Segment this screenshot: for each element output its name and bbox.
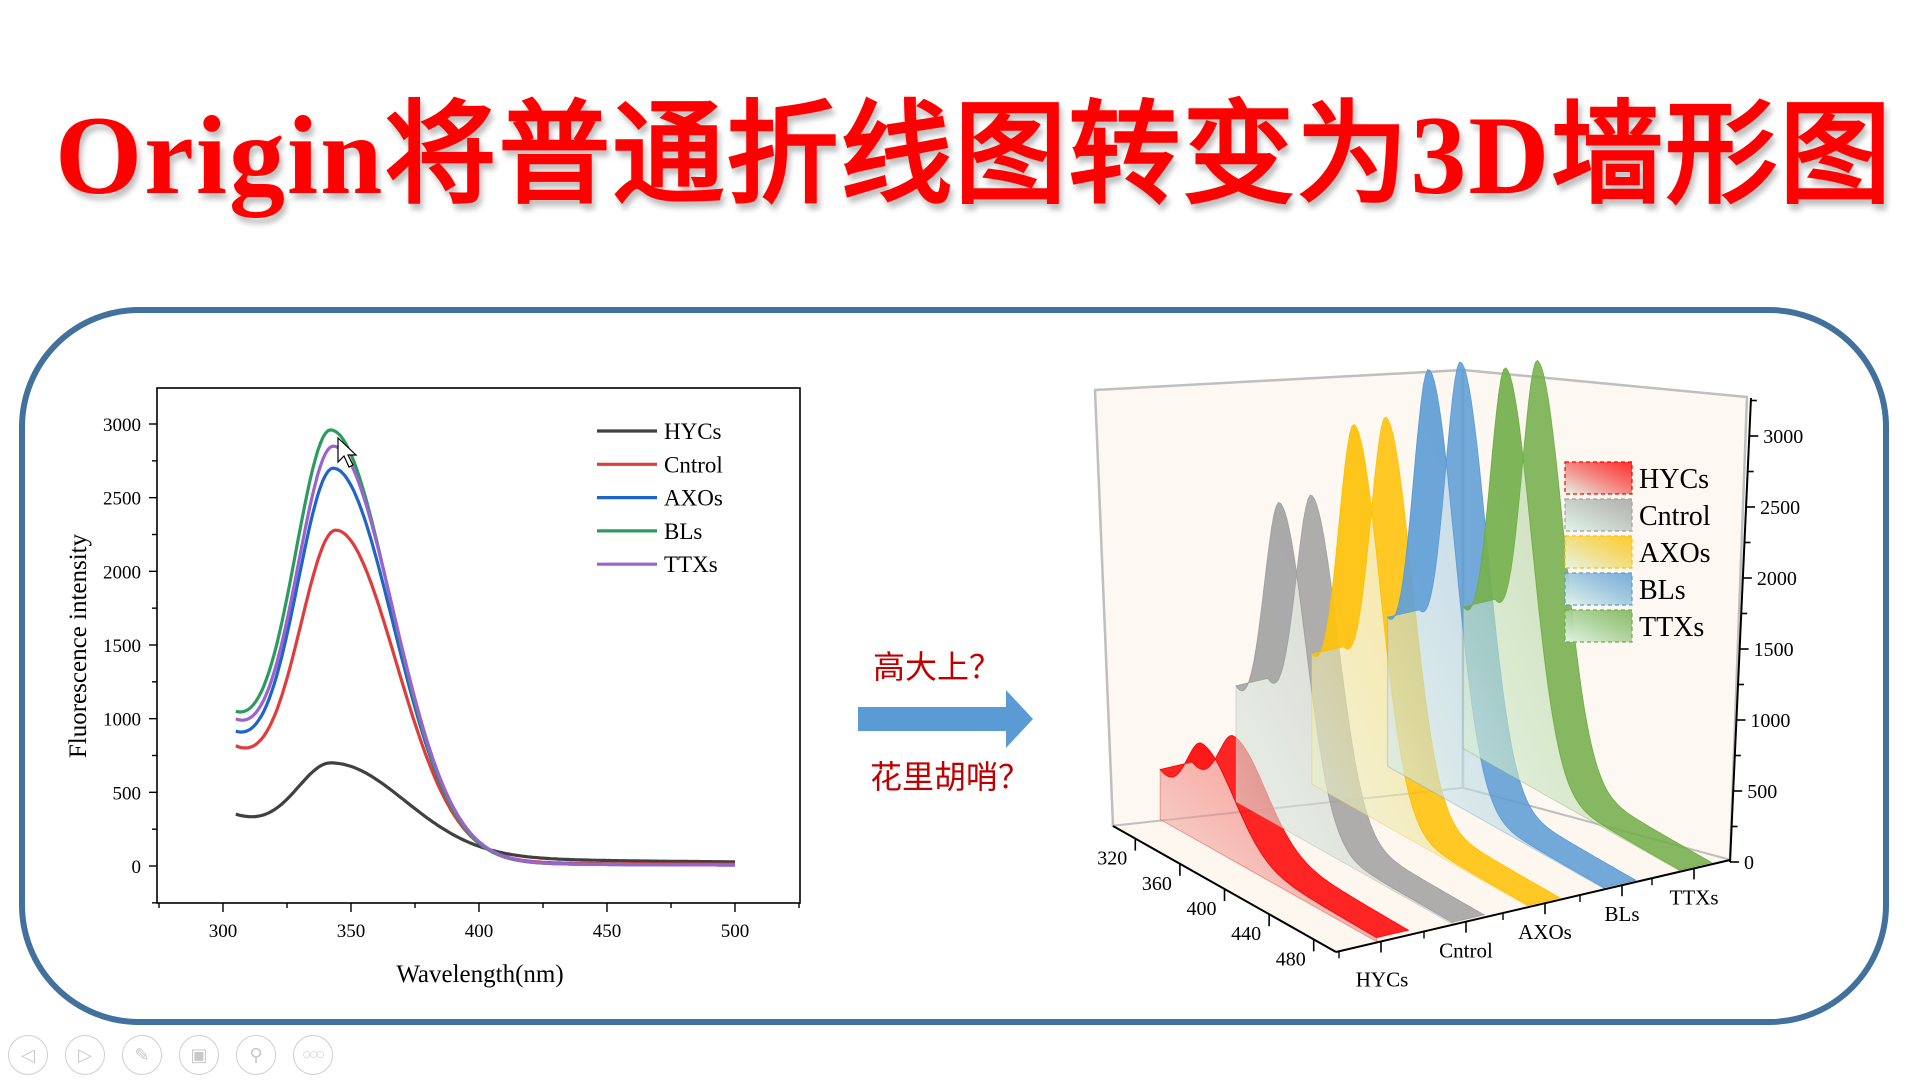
next-slide-button[interactable]: ▷	[65, 1035, 105, 1075]
z-tick-label: 2000	[1757, 568, 1797, 590]
legend-swatch	[1564, 572, 1633, 606]
legend-label: HYCs	[1639, 464, 1709, 495]
x-tick-label: 450	[593, 921, 622, 942]
x-tick-label: 400	[465, 921, 494, 942]
legend-label: AXOs	[664, 486, 723, 511]
series-tick-label: Cntrol	[1439, 939, 1493, 963]
z-tick-label: 2500	[1760, 497, 1800, 519]
x-tick-label: 350	[337, 921, 366, 942]
wavelength-tick-label: 360	[1142, 873, 1172, 895]
wavelength-tick-label: 440	[1231, 923, 1261, 945]
z-tick-label: 0	[1744, 852, 1754, 874]
series-tick-label: AXOs	[1518, 920, 1572, 944]
more-options-icon: ○○○	[302, 1050, 325, 1060]
wavelength-tick-label: 320	[1097, 848, 1127, 870]
series-tick-label: TTXs	[1670, 885, 1719, 909]
series-tick-label: HYCs	[1356, 967, 1409, 991]
legend-label: AXOs	[1639, 538, 1711, 569]
pen-tool-icon: ✎	[134, 1044, 150, 1066]
legend-label: HYCs	[664, 419, 722, 444]
slide-overview-icon: ▣	[190, 1044, 208, 1066]
y-tick-label: 2000	[103, 562, 141, 583]
y-axis: 0 500 1000 1500 2000 2500 3000	[103, 415, 157, 904]
z-tick-label: 500	[1747, 781, 1777, 803]
z-tick-label: 1000	[1750, 710, 1790, 732]
y-tick-label: 0	[132, 857, 142, 878]
legend-swatch	[1564, 535, 1633, 569]
legend-label: TTXs	[1639, 612, 1704, 643]
y-tick-label: 1000	[103, 710, 141, 731]
mouse-cursor-icon	[337, 436, 358, 468]
arrow-right-icon	[858, 690, 1033, 748]
more-options-button[interactable]: ○○○	[293, 1035, 333, 1075]
zoom-button[interactable]: ⚲	[236, 1035, 276, 1075]
x-axis-label: Wavelength(nm)	[396, 961, 563, 988]
previous-slide-icon: ◁	[21, 1044, 35, 1066]
y-tick-label: 2500	[103, 489, 141, 510]
x-axis: 300 350 400 450 500	[158, 903, 800, 942]
legend-swatch	[1564, 498, 1633, 532]
slide-overview-button[interactable]: ▣	[179, 1035, 219, 1075]
legend-label: BLs	[664, 519, 702, 544]
legend-label: BLs	[1639, 575, 1686, 606]
z-tick-label: 3000	[1763, 426, 1803, 448]
3d-legend: HYCs Cntrol AXOs BLs TTXs	[1564, 461, 1711, 643]
z-axis	[1729, 397, 1752, 863]
y-tick-label: 500	[113, 783, 142, 804]
series-tick-label: BLs	[1604, 902, 1639, 926]
slide-title: Origin将普通折线图转变为3D墙形图	[55, 94, 1894, 218]
zoom-icon: ⚲	[249, 1044, 263, 1066]
line-chart-legend: HYCs Cntrol AXOs BLs TTXs	[597, 419, 723, 577]
content-frame	[19, 307, 1889, 1025]
z-tick-label: 1500	[1754, 639, 1794, 661]
y-tick-label: 1500	[103, 636, 141, 657]
question-fancy: 高大上？	[873, 648, 1002, 686]
series-axis	[1335, 859, 1731, 953]
y-axis-label: Fluorescence intensity	[65, 533, 92, 758]
3d-axes: 320 360 400 440 480 HYCs Cntrol AXOs BLs TTXs 0 500…	[1097, 397, 1803, 991]
x-tick-label: 500	[721, 921, 750, 942]
previous-slide-button[interactable]: ◁	[8, 1035, 48, 1075]
legend-label: Cntrol	[664, 452, 723, 477]
legend-swatch	[1564, 609, 1633, 643]
next-slide-icon: ▷	[78, 1044, 92, 1066]
y-tick-label: 3000	[103, 415, 141, 436]
wavelength-tick-label: 480	[1276, 948, 1306, 970]
legend-label: Cntrol	[1639, 501, 1711, 532]
pen-tool-button[interactable]: ✎	[122, 1035, 162, 1075]
series-line-ttxs	[235, 444, 735, 867]
3d-walls	[1159, 359, 1713, 944]
legend-label: TTXs	[664, 552, 718, 577]
x-tick-label: 300	[209, 921, 238, 942]
line-chart-curves	[235, 428, 736, 867]
legend-swatch	[1564, 461, 1633, 495]
wavelength-tick-label: 400	[1187, 898, 1217, 920]
question-gaudy: 花里胡哨？	[870, 758, 1031, 796]
